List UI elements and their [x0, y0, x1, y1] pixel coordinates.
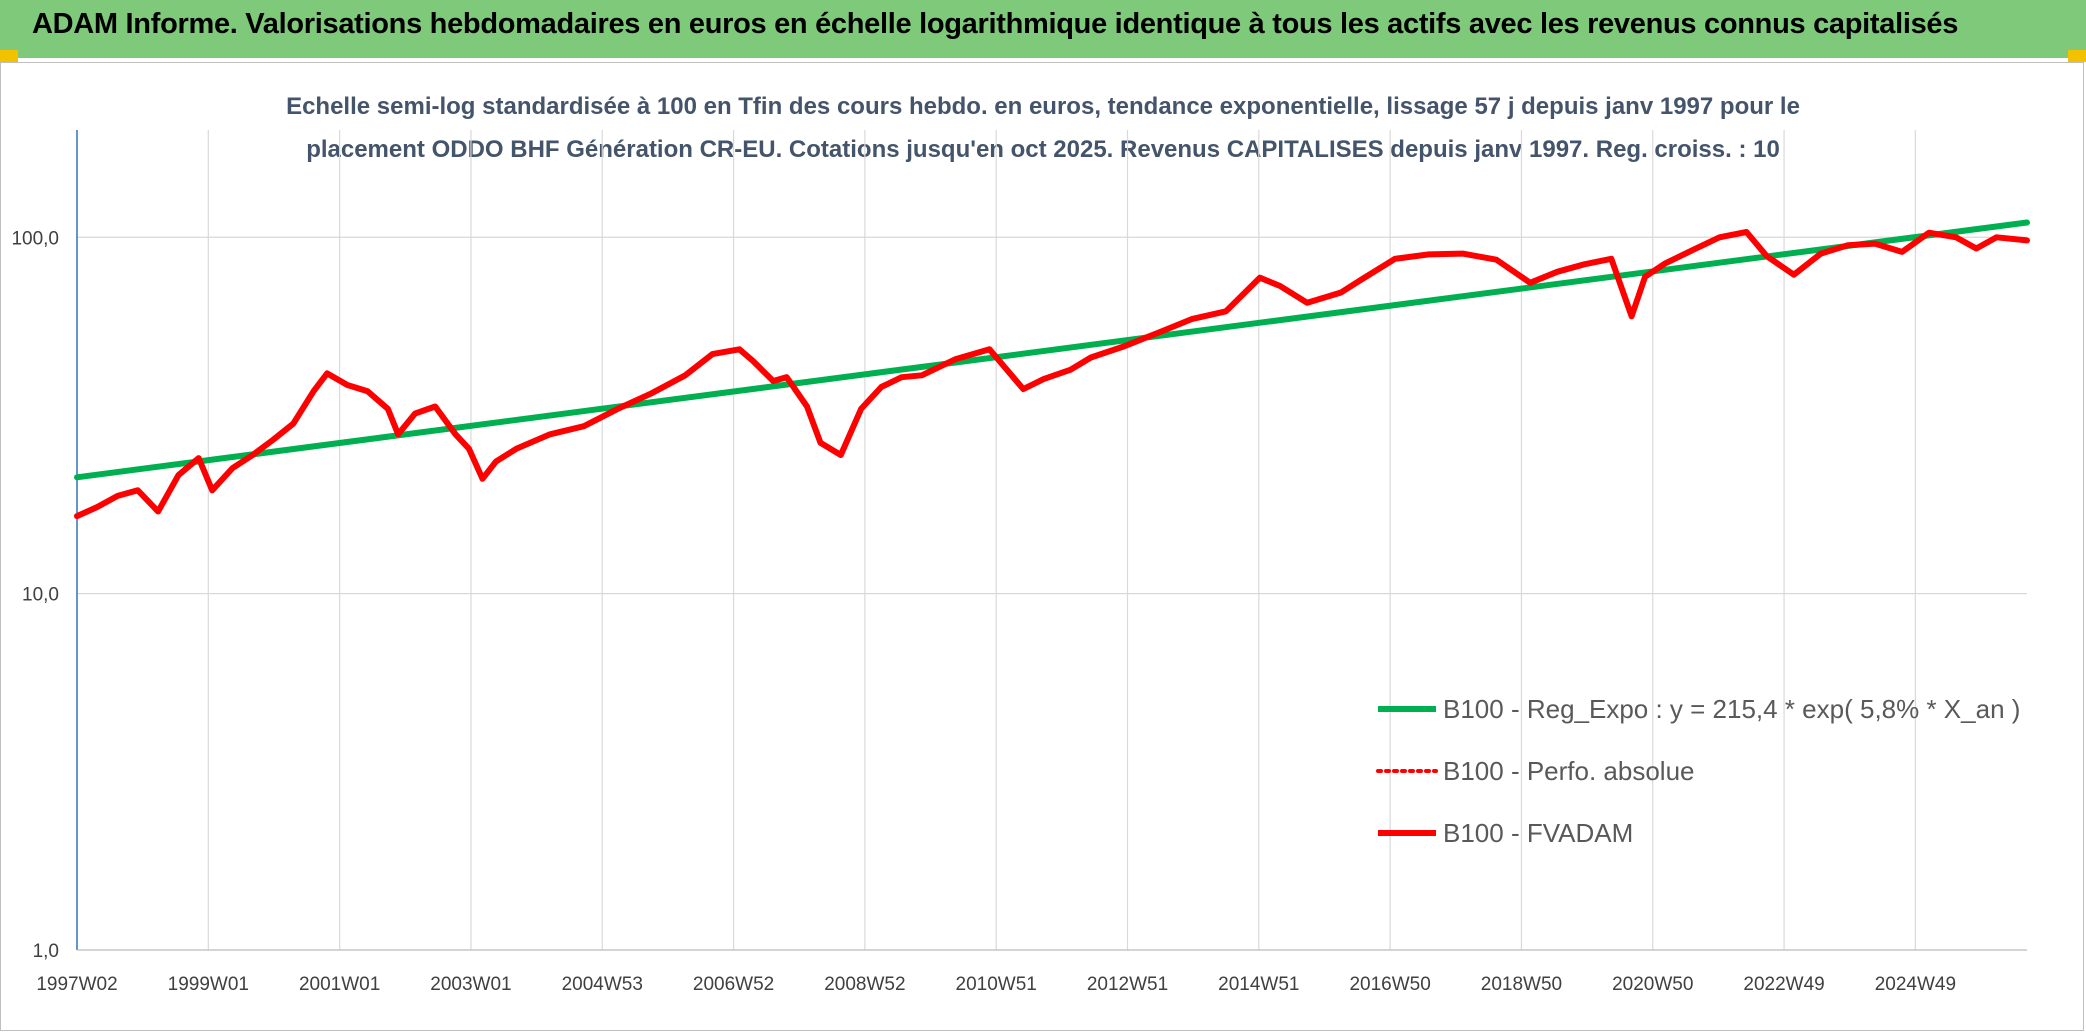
header-bar: ADAM Informe. Valorisations hebdomadaire…: [0, 0, 2086, 58]
x-tick-label: 1999W01: [168, 974, 249, 995]
corner-marker-right: [2068, 50, 2086, 62]
axes: 1997W02 1999W01 2001W01 2003W01 2004W53 2006W…: [11, 130, 2027, 995]
fvadam-series-line: [74, 229, 2030, 520]
chart-title-line-1: Echelle semi-log standardisée à 100 en T…: [286, 93, 1800, 120]
legend-item-perfo-absolue-label: B100 - Perfo. absolue: [1443, 756, 1695, 786]
x-tick-label: 2022W49: [1743, 974, 1824, 995]
legend: B100 - Reg_Expo : y = 215,4 * exp( 5,8% …: [1376, 694, 2020, 848]
x-tick-label: 2008W52: [824, 974, 905, 995]
x-tick-label: 2004W53: [562, 974, 643, 995]
x-tick-label: 2010W51: [956, 974, 1037, 995]
legend-item-fvadam-label: B100 - FVADAM: [1443, 818, 1633, 848]
gridlines: [77, 130, 2027, 951]
chart-title-line-2: placement ODDO BHF Génération CR-EU. Cot…: [306, 136, 1780, 163]
x-tick-label: 2006W52: [693, 974, 774, 995]
x-tick-label: 2012W51: [1087, 974, 1168, 995]
x-tick-label: 2020W50: [1612, 974, 1693, 995]
chart-frame: [0, 62, 2084, 1031]
trend-line-series: [74, 219, 2030, 481]
x-tick-label: 2024W49: [1875, 974, 1956, 995]
legend-item-reg-expo-label: B100 - Reg_Expo : y = 215,4 * exp( 5,8% …: [1443, 694, 2020, 724]
x-tick-label: 2018W50: [1481, 974, 1562, 995]
report-title: ADAM Informe. Valorisations hebdomadaire…: [32, 8, 1959, 40]
x-tick-label: 2016W50: [1349, 974, 1430, 995]
y-tick-label: 1,0: [33, 941, 59, 962]
x-tick-label: 2001W01: [299, 974, 380, 995]
y-tick-label: 10,0: [22, 585, 59, 606]
x-tick-label: 2003W01: [430, 974, 511, 995]
series: [74, 219, 2030, 520]
corner-marker-left: [0, 50, 18, 62]
y-tick-label: 100,0: [11, 228, 59, 249]
x-tick-label: 2014W51: [1218, 974, 1299, 995]
x-tick-label: 1997W02: [36, 974, 117, 995]
